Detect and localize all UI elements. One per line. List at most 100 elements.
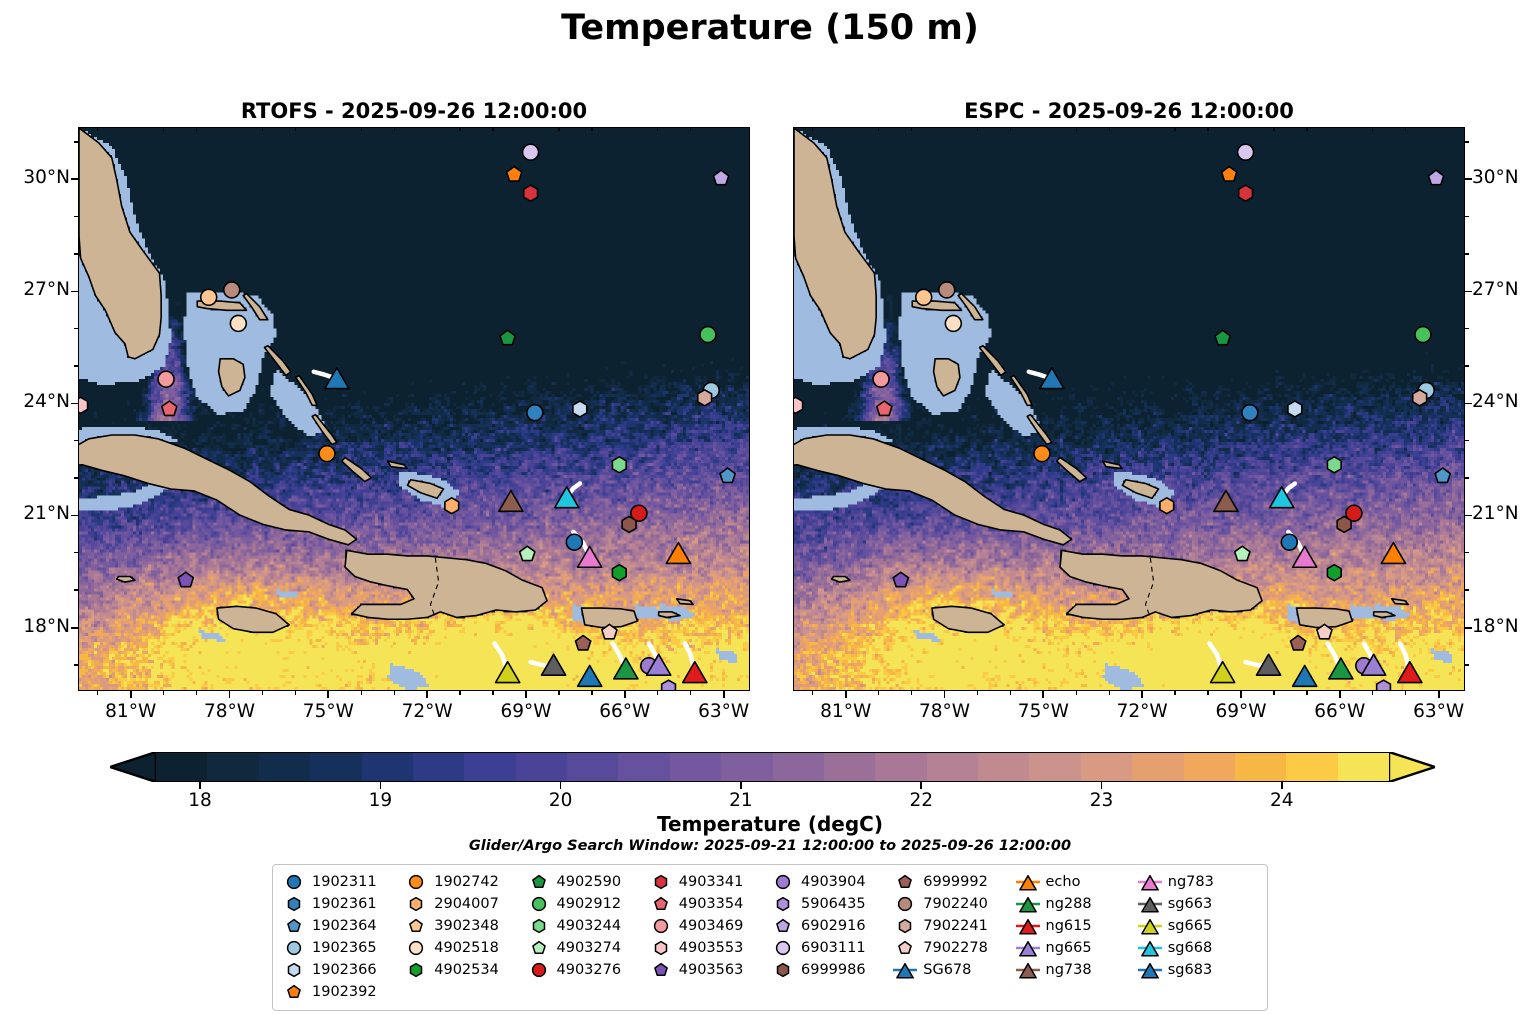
map-marker-7902241[interactable]	[1411, 389, 1428, 407]
map-marker-ng738[interactable]	[1213, 489, 1239, 513]
legend-item-4902912[interactable]: 4902912	[526, 893, 648, 915]
map-marker-3902348[interactable]	[914, 288, 933, 307]
legend-item-6903111[interactable]: 6903111	[770, 937, 892, 959]
map-marker-4903276[interactable]	[1345, 504, 1363, 522]
legend-item-4903904[interactable]: 4903904	[770, 871, 892, 893]
map-marker-sg663[interactable]	[1255, 653, 1282, 676]
map-marker-sg678[interactable]	[1038, 366, 1065, 390]
map-marker-4903553[interactable]	[79, 396, 89, 415]
map-marker-2904007[interactable]	[1159, 496, 1175, 515]
legend-item-ng738[interactable]: ng738	[1015, 959, 1137, 981]
map-marker-4903244[interactable]	[1326, 456, 1342, 474]
map-marker-7902278[interactable]	[601, 623, 618, 640]
legend-item-7902278[interactable]: 7902278	[892, 937, 1014, 959]
legend-item-4903553[interactable]: 4903553	[648, 937, 770, 959]
legend-item-4902590[interactable]: 4902590	[526, 871, 648, 893]
legend-item-1902311[interactable]: 1902311	[281, 871, 403, 893]
legend-item-sg683[interactable]: sg683	[1137, 959, 1259, 981]
map-marker-4903354[interactable]	[160, 400, 178, 417]
map-marker-5906435[interactable]	[660, 679, 677, 690]
map-marker-1902392[interactable]	[1220, 165, 1238, 182]
map-marker-6903111[interactable]	[521, 143, 540, 161]
map-marker-6999992[interactable]	[1289, 634, 1307, 651]
map-marker-1902364[interactable]	[1434, 467, 1452, 484]
legend-item-echo[interactable]: echo	[1015, 871, 1137, 893]
platform-markers[interactable]	[79, 143, 737, 690]
legend-item-ng783[interactable]: ng783	[1137, 871, 1259, 893]
map-marker-1902366[interactable]	[1287, 400, 1303, 418]
map-marker-4903244[interactable]	[611, 456, 627, 474]
legend-item-4902518[interactable]: 4902518	[403, 937, 525, 959]
legend-item-2904007[interactable]: 2904007	[403, 893, 525, 915]
legend-item-3902348[interactable]: 3902348	[403, 915, 525, 937]
map-marker-4902912[interactable]	[699, 325, 717, 344]
legend-item-4902534[interactable]: 4902534	[403, 959, 525, 981]
map-panel-rtofs[interactable]	[78, 127, 750, 691]
map-marker-ng615[interactable]	[1396, 660, 1423, 684]
legend-item-4903469[interactable]: 4903469	[648, 915, 770, 937]
map-marker-1902361[interactable]	[526, 403, 544, 422]
map-marker-ng665[interactable]	[645, 653, 672, 676]
map-marker-4902518[interactable]	[229, 314, 248, 333]
map-marker-echo[interactable]	[665, 541, 692, 565]
legend-item-ng615[interactable]: ng615	[1015, 915, 1137, 937]
legend-item-4903276[interactable]: 4903276	[526, 959, 648, 981]
platform-markers[interactable]	[794, 143, 1452, 690]
map-marker-6903111[interactable]	[1236, 143, 1255, 161]
map-marker-4903469[interactable]	[872, 370, 890, 388]
map-marker-ng665[interactable]	[1360, 653, 1387, 676]
map-marker-sg665[interactable]	[1209, 660, 1236, 684]
map-marker-6999986[interactable]	[1336, 515, 1352, 534]
legend-item-4903244[interactable]: 4903244	[526, 915, 648, 937]
map-marker-6999992[interactable]	[574, 634, 592, 651]
map-marker-7902240[interactable]	[937, 281, 956, 299]
map-marker-4903341[interactable]	[522, 184, 539, 202]
map-marker-4902912[interactable]	[1414, 325, 1432, 344]
map-marker-5906435[interactable]	[1375, 679, 1392, 690]
legend-item-1902365[interactable]: 1902365	[281, 937, 403, 959]
map-marker-ng615[interactable]	[681, 660, 708, 684]
map-marker-sg683[interactable]	[576, 664, 603, 688]
map-marker-4902590[interactable]	[499, 329, 516, 346]
map-marker-sg678[interactable]	[323, 366, 350, 390]
map-marker-6902916[interactable]	[712, 169, 730, 186]
map-marker-4903553[interactable]	[794, 396, 804, 415]
map-marker-7902241[interactable]	[696, 389, 713, 407]
map-marker-6999986[interactable]	[621, 515, 637, 534]
legend-item-6999992[interactable]: 6999992	[892, 871, 1014, 893]
map-marker-ng288[interactable]	[613, 657, 639, 680]
map-marker-7902240[interactable]	[222, 281, 241, 299]
map-marker-ng783[interactable]	[1291, 545, 1318, 569]
map-marker-1902361[interactable]	[1241, 403, 1259, 422]
map-marker-ng738[interactable]	[498, 489, 524, 513]
legend-item-6902916[interactable]: 6902916	[770, 915, 892, 937]
map-marker-1902392[interactable]	[505, 165, 523, 182]
legend-item-sg668[interactable]: sg668	[1137, 937, 1259, 959]
map-marker-4902590[interactable]	[1214, 329, 1231, 346]
map-marker-2904007[interactable]	[444, 496, 460, 515]
legend-item-1902364[interactable]: 1902364	[281, 915, 403, 937]
map-marker-1902311[interactable]	[1280, 533, 1299, 551]
map-marker-4903563[interactable]	[892, 571, 910, 588]
map-marker-4903276[interactable]	[630, 504, 648, 522]
legend-item-ng665[interactable]: ng665	[1015, 937, 1137, 959]
map-marker-sg663[interactable]	[540, 653, 567, 676]
map-marker-7902278[interactable]	[1316, 623, 1333, 640]
legend-item-4903354[interactable]: 4903354	[648, 893, 770, 915]
map-marker-sg665[interactable]	[494, 660, 521, 684]
legend-item-7902240[interactable]: 7902240	[892, 893, 1014, 915]
legend-item-sg678[interactable]: SG678	[892, 959, 1014, 981]
map-marker-4902518[interactable]	[944, 314, 963, 333]
map-marker-sg668[interactable]	[553, 486, 580, 509]
map-marker-4902534[interactable]	[611, 563, 627, 582]
legend-item-sg663[interactable]: sg663	[1137, 893, 1259, 915]
map-marker-sg668[interactable]	[1268, 486, 1295, 509]
map-marker-1902364[interactable]	[719, 467, 737, 484]
map-marker-4903469[interactable]	[157, 370, 175, 388]
map-marker-1902311[interactable]	[565, 533, 584, 551]
legend-item-5906435[interactable]: 5906435	[770, 893, 892, 915]
legend-item-1902361[interactable]: 1902361	[281, 893, 403, 915]
map-marker-1902742[interactable]	[318, 444, 336, 463]
map-marker-echo[interactable]	[1380, 541, 1407, 565]
legend-item-ng288[interactable]: ng288	[1015, 893, 1137, 915]
